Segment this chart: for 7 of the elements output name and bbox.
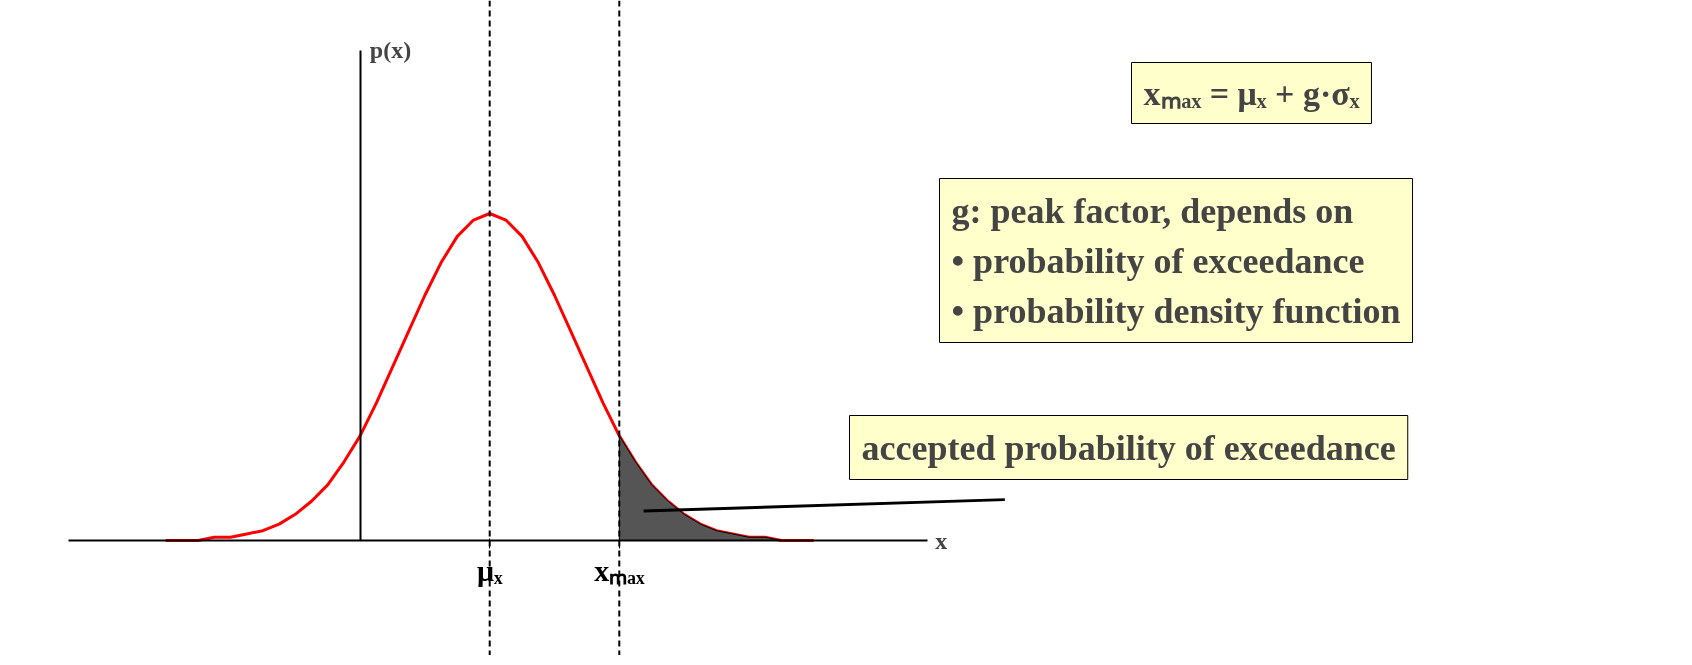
x-tick-label: μₓ: [476, 553, 503, 587]
text: p(x): [369, 37, 412, 63]
annotation: accepted probability of exceedance: [861, 427, 1396, 468]
text: g: peak factor, depends on • probability of exceedance • probability density function: [951, 190, 1401, 331]
text: xₘₐₓ = μₓ + g·σₓ: [1143, 74, 1360, 112]
x-tick-label: xₘₐₓ: [594, 553, 645, 587]
x-axis-title: x: [935, 527, 948, 554]
